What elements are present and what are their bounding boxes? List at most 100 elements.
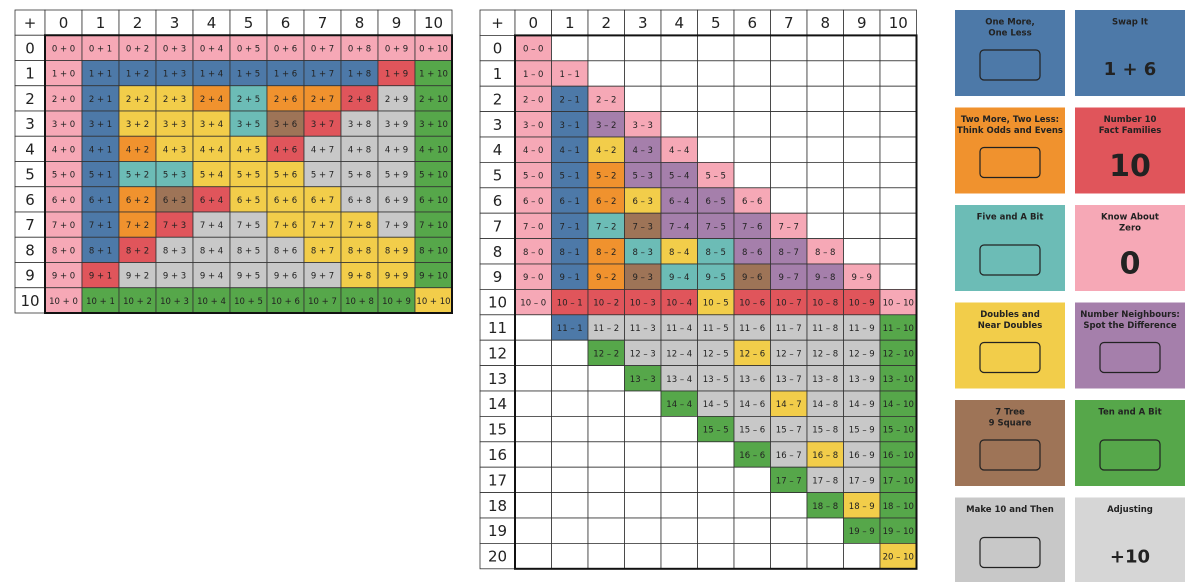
cell [733, 466, 771, 494]
cell-label: 3 + 10 [419, 120, 448, 130]
cell [660, 543, 698, 570]
row-header: 8 [493, 243, 503, 261]
cell [879, 9, 917, 36]
cell [843, 314, 881, 341]
cell-label: 6 + 0 [52, 196, 75, 206]
strategy-card [1075, 497, 1185, 582]
cell [81, 211, 120, 238]
cell [624, 543, 662, 570]
cell-label: 13 – 4 [666, 375, 692, 385]
cell-label: 7 – 3 [633, 222, 653, 232]
cell-label: 11 – 6 [739, 324, 765, 334]
cell [879, 492, 917, 519]
strategy-card [1075, 302, 1185, 389]
cell-label: 5 – 2 [596, 172, 616, 182]
corner-label: + [24, 14, 37, 32]
cell-label: 10 – 6 [739, 299, 765, 309]
cell [843, 492, 881, 519]
cell-label: 2 – 2 [596, 95, 616, 105]
cell-label: 4 – 0 [523, 146, 543, 156]
card-title: Adjusting [1107, 505, 1153, 515]
cell [266, 9, 305, 36]
cell [843, 85, 881, 112]
cell [697, 492, 735, 519]
cell [624, 238, 662, 265]
card-title: One Less [988, 29, 1031, 39]
cell [118, 60, 157, 87]
cell [479, 415, 516, 443]
cell-label: 4 – 1 [560, 146, 580, 156]
cell-label: 8 – 5 [706, 248, 726, 258]
cell [192, 9, 231, 36]
cell-label: 9 + 5 [237, 272, 260, 282]
cell-label: 4 – 2 [596, 146, 616, 156]
cell-label: 10 + 4 [197, 297, 226, 307]
cell [587, 288, 625, 316]
cell [479, 136, 516, 163]
cell [660, 492, 698, 519]
card-illustration [979, 49, 1041, 81]
cell [879, 441, 917, 468]
cell-label: 12 – 5 [703, 349, 729, 359]
cell-label: 10 + 7 [308, 297, 337, 307]
cell [514, 492, 552, 519]
cell [660, 466, 698, 494]
row-header: 12 [488, 344, 507, 362]
card-title: Two More, Two Less: [961, 115, 1059, 125]
cell [514, 365, 552, 392]
cell [879, 263, 917, 290]
cell [733, 517, 771, 544]
cell-label: 4 – 4 [669, 146, 689, 156]
column-header: 0 [59, 14, 69, 32]
cell-label: 0 + 5 [237, 44, 260, 54]
cell-label: 4 + 6 [274, 145, 297, 155]
cell-label: 4 + 9 [385, 145, 408, 155]
card-title: Zero [1119, 224, 1141, 234]
cell-label: 7 + 3 [163, 221, 186, 231]
cell-label: 9 + 0 [52, 272, 75, 282]
cell-label: 8 + 8 [348, 246, 371, 256]
cell-label: 9 + 10 [419, 272, 448, 282]
strategy-card [1075, 107, 1185, 194]
cell-label: 3 + 4 [200, 120, 223, 130]
cell-label: 9 – 0 [523, 273, 543, 283]
cell [879, 288, 917, 316]
cell [155, 161, 194, 188]
cell [377, 287, 416, 314]
cell [514, 517, 552, 544]
cell [770, 492, 808, 519]
cell [587, 517, 625, 544]
cell-label: 1 + 7 [311, 70, 334, 80]
cell [806, 9, 844, 36]
cell-label: 5 + 7 [311, 171, 334, 181]
cell-label: 2 – 0 [523, 95, 543, 105]
cell-label: 16 – 10 [883, 451, 914, 461]
card-illustration [979, 536, 1041, 569]
cell-label: 2 + 6 [274, 95, 297, 105]
cell-label: 18 – 9 [849, 502, 875, 512]
cell [414, 236, 453, 263]
cell [192, 161, 231, 188]
cell-label: 12 – 9 [849, 349, 875, 359]
cell-label: 7 + 9 [385, 221, 408, 231]
cell-label: 9 – 9 [852, 273, 872, 283]
cell-label: 9 + 2 [126, 272, 149, 282]
cell [479, 288, 516, 316]
column-header: 2 [601, 14, 611, 32]
cell [697, 187, 735, 214]
cell [551, 288, 589, 316]
cell-label: 15 – 7 [776, 426, 802, 436]
cell [879, 161, 917, 189]
cell [155, 60, 194, 87]
cell [697, 441, 735, 468]
cell [551, 263, 589, 290]
cell-label: 6 – 1 [560, 197, 580, 207]
cell-label: 16 – 9 [849, 451, 875, 461]
cell [843, 365, 881, 392]
cell-label: 12 – 2 [593, 349, 619, 359]
cell [118, 135, 157, 162]
cell [879, 415, 917, 443]
cell [587, 212, 625, 239]
row-header: 10 [20, 292, 39, 310]
